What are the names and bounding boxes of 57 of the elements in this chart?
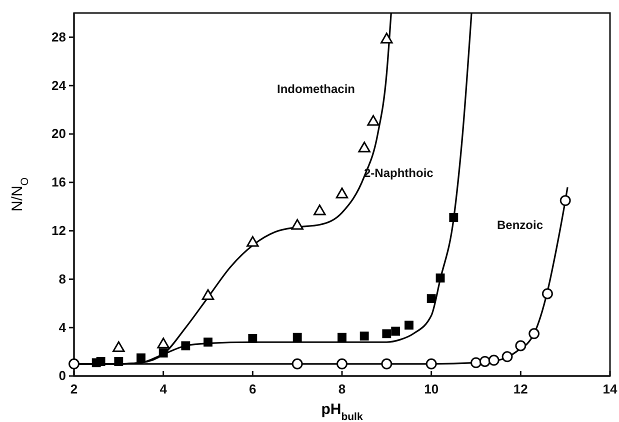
point [404, 320, 414, 330]
point [336, 358, 348, 370]
y-tick-label: 20 [52, 126, 66, 142]
point [114, 357, 124, 366]
y-tick-label: 0 [58, 368, 66, 384]
point [181, 341, 190, 350]
point [382, 329, 392, 338]
y-tick-label: 8 [58, 271, 66, 286]
point [248, 334, 258, 343]
point [426, 358, 437, 370]
point [336, 188, 348, 198]
point [560, 195, 571, 206]
y-tick-label: 28 [52, 29, 66, 44]
point [542, 288, 553, 300]
x-tick-label: 10 [424, 381, 439, 396]
point [292, 358, 303, 370]
x-tick-label: 8 [338, 381, 346, 396]
point [449, 213, 458, 222]
point [202, 289, 214, 300]
point [158, 348, 168, 358]
x-tick-label: 4 [160, 381, 168, 396]
point [426, 294, 436, 304]
point [381, 358, 392, 370]
x-tick-label: 2 [70, 381, 78, 396]
y-tick-label: 24 [52, 78, 67, 93]
point [528, 328, 540, 340]
point [479, 356, 490, 367]
point [68, 358, 80, 370]
point [502, 351, 513, 362]
point [358, 142, 370, 152]
point [291, 219, 304, 230]
point [380, 32, 393, 44]
y-tick-label: 12 [52, 222, 66, 238]
annotation: Indomethacin [277, 82, 356, 96]
point [204, 338, 212, 347]
point [436, 274, 445, 282]
x-tick-label: 12 [513, 381, 528, 396]
point [391, 326, 400, 336]
y-tick-label: 16 [52, 174, 66, 190]
x-tick-label: 14 [602, 381, 618, 396]
point [360, 332, 369, 341]
x-axis-title: pH$_{bulk}$ [321, 401, 363, 422]
point [488, 354, 500, 366]
point [246, 236, 259, 247]
point [112, 341, 125, 352]
point [96, 357, 106, 366]
point [338, 332, 346, 342]
point [314, 204, 326, 216]
point [292, 332, 302, 342]
point [367, 114, 380, 126]
point [470, 357, 482, 368]
point [515, 340, 526, 352]
point [136, 353, 146, 362]
annotation: Benzoic [497, 218, 544, 232]
x-tick-label: 6 [249, 381, 256, 396]
y-tick-label: 4 [58, 320, 67, 335]
point [157, 338, 170, 348]
